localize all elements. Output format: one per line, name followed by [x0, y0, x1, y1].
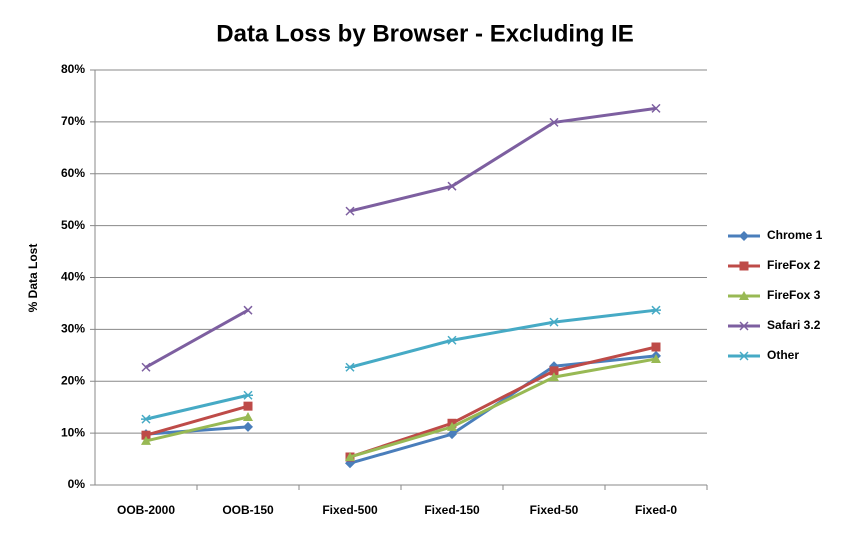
- series-line: [349, 345, 657, 459]
- data-point: [345, 451, 355, 461]
- legend-marker: [739, 351, 749, 361]
- data-point: [651, 342, 661, 352]
- x-tick-label: Fixed-500: [322, 503, 378, 517]
- series-line: [349, 354, 657, 465]
- data-point: [549, 366, 559, 376]
- y-tick-label: 70%: [61, 114, 85, 128]
- legend-label: Safari 3.2: [767, 318, 821, 332]
- x-tick-label: Fixed-150: [424, 503, 480, 517]
- data-point: [141, 430, 151, 440]
- data-point: [243, 401, 253, 411]
- data-point: [243, 305, 253, 315]
- y-axis-label: % Data Lost: [26, 244, 40, 313]
- data-point: [651, 353, 661, 363]
- data-point: [447, 421, 457, 431]
- y-tick-label: 40%: [61, 270, 85, 284]
- series-line: [145, 425, 249, 436]
- data-point: [447, 181, 457, 191]
- series-line: [349, 357, 657, 459]
- series-line: [349, 308, 657, 369]
- legend-marker: [739, 231, 749, 241]
- data-point: [447, 429, 457, 440]
- data-point: [549, 372, 559, 382]
- chart-title: Data Loss by Browser - Excluding IE: [216, 20, 633, 47]
- y-tick-label: 30%: [61, 322, 85, 336]
- series-line: [145, 393, 249, 421]
- legend-label: FireFox 2: [767, 258, 821, 272]
- y-tick-label: 50%: [61, 218, 85, 232]
- series-line: [145, 415, 249, 443]
- legend-marker: [739, 321, 749, 331]
- y-tick-label: 20%: [61, 373, 85, 387]
- data-point: [651, 103, 661, 113]
- legend-label: Chrome 1: [767, 228, 823, 242]
- data-point: [141, 362, 151, 372]
- data-point: [345, 362, 355, 372]
- x-tick-label: OOB-150: [222, 503, 274, 517]
- x-tick-label: Fixed-0: [635, 503, 677, 517]
- legend-marker: [739, 261, 749, 271]
- data-point: [141, 435, 151, 445]
- y-tick-label: 60%: [61, 166, 85, 180]
- y-tick-label: 80%: [61, 62, 85, 76]
- data-point: [243, 390, 253, 400]
- data-point: [345, 206, 355, 216]
- data-point: [243, 421, 253, 432]
- data-point: [243, 412, 253, 422]
- legend-label: Other: [767, 348, 799, 362]
- legend-marker: [739, 291, 749, 300]
- data-point: [549, 117, 559, 127]
- series-line: [145, 404, 249, 437]
- y-tick-label: 0%: [68, 477, 86, 491]
- legend-label: FireFox 3: [767, 288, 821, 302]
- data-point: [141, 414, 151, 424]
- data-point: [549, 317, 559, 327]
- y-tick-label: 10%: [61, 425, 85, 439]
- x-tick-label: Fixed-50: [530, 503, 579, 517]
- data-point: [447, 335, 457, 345]
- data-point: [651, 305, 661, 315]
- series-line: [145, 308, 249, 369]
- x-tick-label: OOB-2000: [117, 503, 175, 517]
- series-line: [349, 106, 657, 213]
